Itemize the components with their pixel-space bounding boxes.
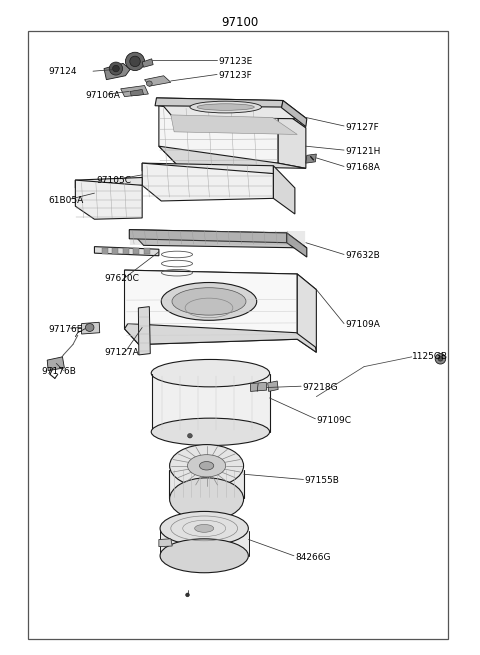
- Polygon shape: [142, 163, 274, 201]
- Text: 97127F: 97127F: [345, 122, 379, 132]
- Polygon shape: [75, 180, 142, 219]
- Polygon shape: [297, 274, 316, 352]
- Polygon shape: [47, 357, 64, 371]
- Polygon shape: [122, 248, 129, 254]
- Polygon shape: [169, 470, 244, 500]
- Ellipse shape: [125, 52, 144, 71]
- Ellipse shape: [151, 418, 270, 445]
- Text: 97127A: 97127A: [104, 348, 139, 358]
- Text: 97123E: 97123E: [218, 57, 253, 66]
- Text: 97218G: 97218G: [302, 383, 337, 392]
- Ellipse shape: [130, 56, 140, 67]
- Polygon shape: [171, 115, 297, 134]
- Text: 97121H: 97121H: [345, 147, 380, 156]
- Polygon shape: [124, 324, 316, 352]
- Ellipse shape: [188, 434, 192, 438]
- Text: 1125GB: 1125GB: [412, 352, 448, 362]
- Text: 97106A: 97106A: [85, 91, 120, 100]
- Bar: [28, 31, 447, 639]
- Ellipse shape: [151, 360, 270, 387]
- Text: 97105C: 97105C: [97, 176, 132, 185]
- Ellipse shape: [113, 66, 119, 72]
- Text: 97620C: 97620C: [104, 274, 139, 283]
- Polygon shape: [95, 247, 159, 255]
- Ellipse shape: [161, 282, 257, 320]
- Polygon shape: [129, 230, 307, 248]
- Ellipse shape: [190, 101, 262, 113]
- Text: 97176B: 97176B: [41, 367, 76, 377]
- Ellipse shape: [160, 539, 248, 572]
- Polygon shape: [82, 322, 100, 334]
- Text: 97632B: 97632B: [345, 252, 380, 260]
- Polygon shape: [274, 166, 295, 214]
- Text: 97123F: 97123F: [218, 71, 252, 81]
- Polygon shape: [124, 270, 297, 345]
- Polygon shape: [112, 248, 118, 254]
- Ellipse shape: [197, 103, 254, 110]
- Text: 97155B: 97155B: [304, 476, 339, 485]
- Ellipse shape: [160, 512, 248, 546]
- Ellipse shape: [172, 288, 246, 315]
- Polygon shape: [129, 230, 287, 243]
- Polygon shape: [124, 270, 316, 290]
- Polygon shape: [160, 531, 249, 557]
- Polygon shape: [104, 64, 130, 80]
- Polygon shape: [155, 98, 283, 107]
- Polygon shape: [133, 248, 139, 254]
- Polygon shape: [159, 105, 306, 128]
- Polygon shape: [159, 146, 306, 168]
- Ellipse shape: [188, 455, 226, 477]
- Ellipse shape: [85, 324, 94, 331]
- Polygon shape: [306, 154, 316, 163]
- Ellipse shape: [438, 356, 443, 361]
- Polygon shape: [144, 76, 171, 86]
- Polygon shape: [130, 90, 144, 96]
- Polygon shape: [251, 383, 267, 392]
- Polygon shape: [102, 248, 108, 254]
- Polygon shape: [278, 108, 306, 168]
- Text: 97100: 97100: [221, 16, 259, 29]
- Ellipse shape: [169, 445, 243, 487]
- Ellipse shape: [186, 593, 190, 597]
- Text: 97176E: 97176E: [48, 325, 83, 334]
- Ellipse shape: [435, 354, 446, 364]
- Polygon shape: [268, 381, 278, 392]
- Polygon shape: [281, 100, 307, 126]
- Polygon shape: [159, 105, 278, 166]
- Ellipse shape: [169, 478, 243, 520]
- Polygon shape: [159, 539, 172, 547]
- Polygon shape: [120, 86, 148, 97]
- Polygon shape: [152, 375, 270, 432]
- Polygon shape: [142, 59, 153, 67]
- Ellipse shape: [199, 462, 214, 470]
- Text: 97109A: 97109A: [345, 320, 380, 329]
- Text: 97109C: 97109C: [316, 416, 351, 424]
- Polygon shape: [75, 178, 142, 188]
- Ellipse shape: [195, 525, 214, 533]
- Ellipse shape: [109, 62, 122, 75]
- Text: 84266G: 84266G: [295, 553, 330, 561]
- Polygon shape: [138, 307, 150, 355]
- Polygon shape: [142, 163, 274, 174]
- Polygon shape: [156, 98, 307, 119]
- Text: 61B05A: 61B05A: [48, 196, 84, 205]
- Polygon shape: [287, 233, 307, 257]
- Ellipse shape: [146, 81, 152, 86]
- Text: 97168A: 97168A: [345, 163, 380, 172]
- Polygon shape: [144, 248, 150, 254]
- Text: 97124: 97124: [48, 67, 77, 76]
